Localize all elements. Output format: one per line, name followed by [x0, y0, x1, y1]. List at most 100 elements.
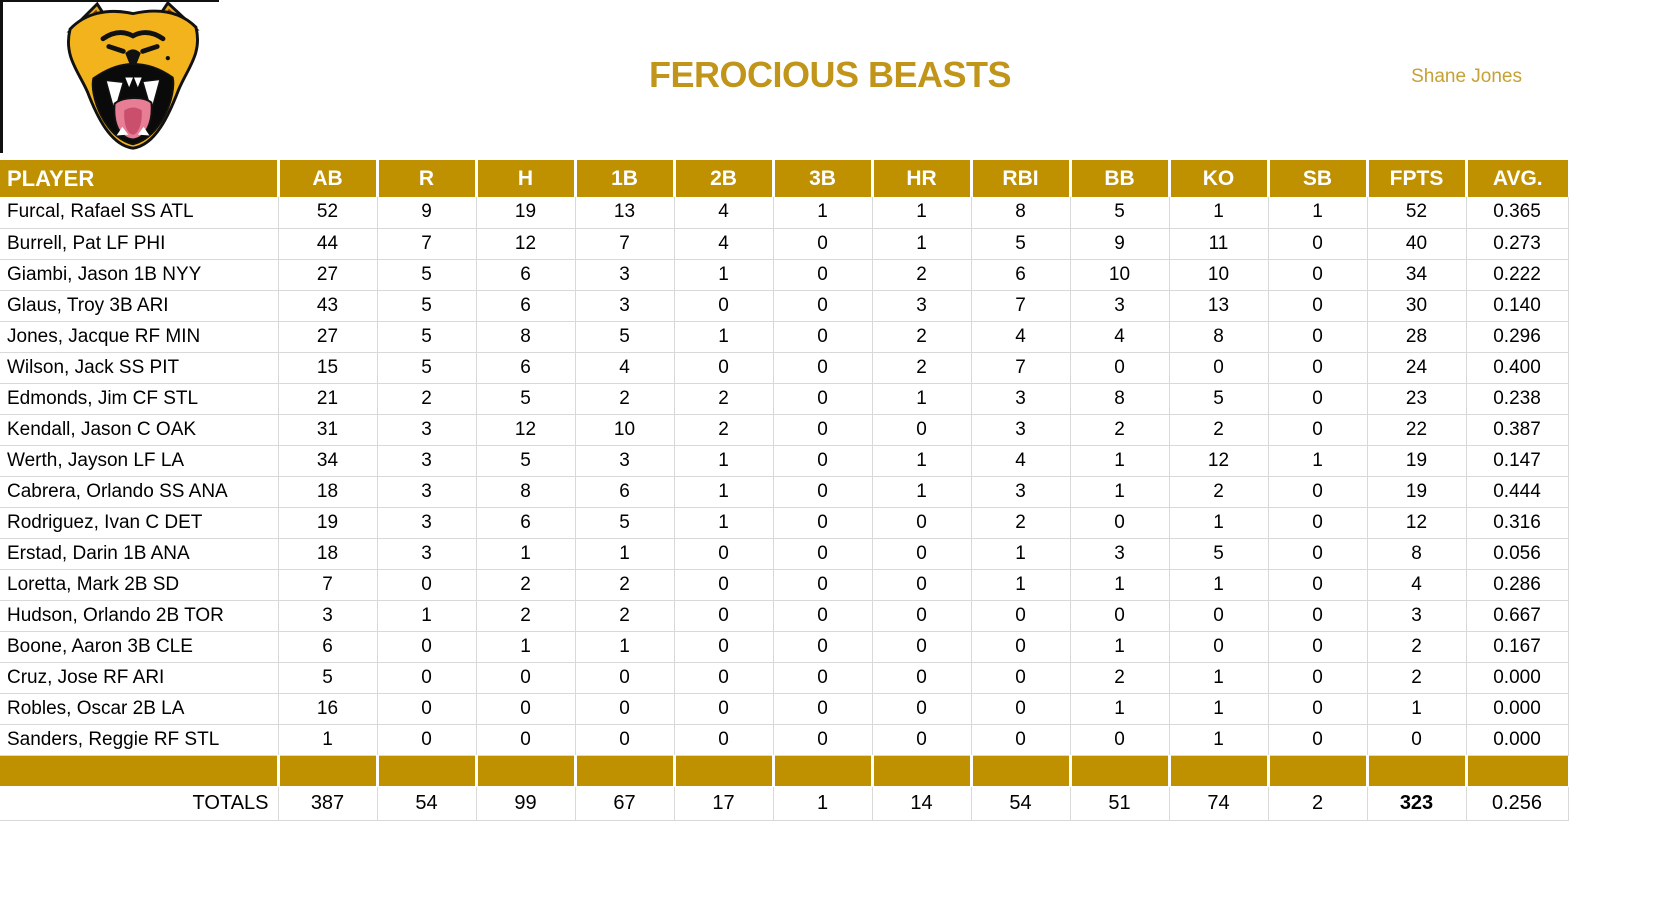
- player-row: Jones, Jacque RF MIN 27 5 8 5 1 0 2 4 4 8 0 28 0.296: [0, 321, 1569, 353]
- stat-cell: 2: [575, 569, 675, 601]
- stat-cell: 12: [1169, 445, 1269, 477]
- stat-cell: 3: [377, 445, 477, 477]
- player-name-cell: Edmonds, Jim CF STL: [0, 383, 279, 415]
- stat-cell: 12: [476, 414, 576, 446]
- player-name-cell: Kendall, Jason C OAK: [0, 414, 279, 446]
- stat-cell: 2: [476, 600, 576, 632]
- separator-cell: [773, 755, 874, 787]
- stat-cell: 0: [1169, 600, 1269, 632]
- stat-cell: 3: [971, 476, 1071, 508]
- player-row: Giambi, Jason 1B NYY 27 5 6 3 1 0 2 6 10 10 0 34 0.22…: [0, 259, 1569, 291]
- column-header-fpts: FPTS: [1367, 160, 1468, 197]
- stat-cell: 21: [278, 383, 378, 415]
- stat-cell: 13: [1169, 290, 1269, 322]
- stat-cell: 0: [773, 662, 873, 694]
- stat-cell: 0: [1268, 476, 1368, 508]
- stat-cell: 0.444: [1466, 476, 1569, 508]
- stat-cell: 0: [773, 693, 873, 725]
- stat-cell: 5: [575, 507, 675, 539]
- stat-cell: 6: [476, 352, 576, 384]
- stat-cell: 10: [1070, 259, 1170, 291]
- separator-cell: [1268, 755, 1369, 787]
- stat-cell: 19: [1367, 445, 1467, 477]
- stat-cell: 5: [971, 228, 1071, 260]
- stat-cell: 0: [773, 290, 873, 322]
- stat-cell: 27: [278, 259, 378, 291]
- player-row: Rodriguez, Ivan C DET 19 3 6 5 1 0 0 2 0 1 0 12 0.316: [0, 507, 1569, 539]
- stat-cell: 1: [773, 197, 873, 229]
- player-row: Boone, Aaron 3B CLE 6 0 1 1 0 0 0 0 1 0 0 2 0.167: [0, 631, 1569, 663]
- stat-cell: 0: [872, 507, 972, 539]
- column-header-2b: 2B: [674, 160, 775, 197]
- stat-cell: 2: [872, 321, 972, 353]
- stat-cell: 5: [377, 259, 477, 291]
- stat-cell: 1: [872, 445, 972, 477]
- stat-cell: 34: [1367, 259, 1467, 291]
- player-name-cell: Cruz, Jose RF ARI: [0, 662, 279, 694]
- stat-cell: 22: [1367, 414, 1467, 446]
- stat-cell: 2: [1070, 662, 1170, 694]
- stat-cell: 0: [674, 662, 774, 694]
- stat-cell: 1: [1169, 507, 1269, 539]
- separator-cell: [1367, 755, 1468, 787]
- stat-cell: 0: [872, 631, 972, 663]
- stat-cell: 0: [476, 662, 576, 694]
- stat-cell: 15: [278, 352, 378, 384]
- column-header-ko: KO: [1169, 160, 1270, 197]
- stat-cell: 1: [476, 538, 576, 570]
- stat-cell: 1: [1367, 693, 1467, 725]
- stat-cell: 0: [674, 569, 774, 601]
- stat-cell: 44: [278, 228, 378, 260]
- stat-cell: 3: [1367, 600, 1467, 632]
- stat-cell: 0: [773, 321, 873, 353]
- player-row: Burrell, Pat LF PHI 44 7 12 7 4 0 1 5 9 11 0 40 0.273: [0, 228, 1569, 260]
- player-name-cell: Hudson, Orlando 2B TOR: [0, 600, 279, 632]
- stat-cell: 2: [476, 569, 576, 601]
- stat-cell: 4: [1367, 569, 1467, 601]
- stat-cell: 0: [1268, 569, 1368, 601]
- stat-cell: 0: [1070, 507, 1170, 539]
- stat-cell: 7: [575, 228, 675, 260]
- stat-cell: 0.365: [1466, 197, 1569, 229]
- stat-cell: 5: [1070, 197, 1170, 229]
- stat-cell: 0.296: [1466, 321, 1569, 353]
- player-name-cell: Giambi, Jason 1B NYY: [0, 259, 279, 291]
- player-row: Cabrera, Orlando SS ANA 18 3 8 6 1 0 1 3 1 2 0 19 0.4…: [0, 476, 1569, 508]
- stat-cell: 0: [476, 724, 576, 756]
- stat-cell: 19: [278, 507, 378, 539]
- stat-cell: 0: [773, 445, 873, 477]
- player-row: Werth, Jayson LF LA 34 3 5 3 1 0 1 4 1 12 1 19 0.147: [0, 445, 1569, 477]
- stat-cell: 12: [1367, 507, 1467, 539]
- separator-cell: [377, 755, 478, 787]
- stat-cell: 0.056: [1466, 538, 1569, 570]
- stat-cell: 0: [1169, 352, 1269, 384]
- stat-cell: 2: [872, 259, 972, 291]
- stat-cell: 3: [278, 600, 378, 632]
- player-name-cell: Glaus, Troy 3B ARI: [0, 290, 279, 322]
- stat-cell: 2: [1367, 662, 1467, 694]
- owner-name: Shane Jones: [1411, 66, 1522, 87]
- total-stat-cell: 51: [1070, 786, 1170, 821]
- stat-cell: 1: [377, 600, 477, 632]
- stat-cell: 2: [575, 600, 675, 632]
- stat-cell: 0.316: [1466, 507, 1569, 539]
- stat-cell: 0: [773, 259, 873, 291]
- stat-cell: 1: [1070, 631, 1170, 663]
- stat-cell: 2: [674, 383, 774, 415]
- stat-cell: 30: [1367, 290, 1467, 322]
- stat-cell: 1: [674, 476, 774, 508]
- player-name-cell: Erstad, Darin 1B ANA: [0, 538, 279, 570]
- stat-cell: 27: [278, 321, 378, 353]
- player-name-cell: Robles, Oscar 2B LA: [0, 693, 279, 725]
- column-header-avg: AVG.: [1466, 160, 1568, 197]
- stat-cell: 8: [476, 321, 576, 353]
- total-stat-cell: 2: [1268, 786, 1368, 821]
- stat-cell: 0: [971, 724, 1071, 756]
- total-fpts-cell: 323: [1367, 786, 1467, 821]
- stat-cell: 3: [575, 445, 675, 477]
- stat-cell: 43: [278, 290, 378, 322]
- stat-cell: 0: [773, 414, 873, 446]
- stat-cell: 1: [674, 507, 774, 539]
- stat-cell: 0: [674, 724, 774, 756]
